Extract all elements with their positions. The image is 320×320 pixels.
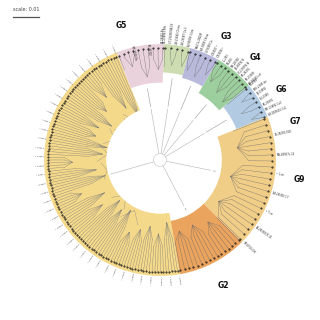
Text: G2: G2 <box>218 281 229 290</box>
Text: • F0035: • F0035 <box>150 276 152 285</box>
Text: JN-28392 B: JN-28392 B <box>234 58 246 71</box>
Text: • F0010: • F0010 <box>45 110 53 114</box>
Text: AF-29387 Ca-3: AF-29387 Ca-3 <box>181 27 189 45</box>
Text: • F0008: • F0008 <box>53 93 61 99</box>
Text: G3: G3 <box>220 32 232 41</box>
Text: • F0016: • F0016 <box>35 165 44 167</box>
Text: • F0034: • F0034 <box>141 275 143 284</box>
Text: • F0003: • F0003 <box>86 59 92 66</box>
Text: MF-23389: MF-23389 <box>244 70 256 82</box>
Text: GF-28392-918: GF-28392-918 <box>274 130 292 138</box>
Text: Z93908 •: Z93908 • <box>216 47 225 59</box>
Text: KX-23892: KX-23892 <box>262 97 275 107</box>
Text: • F0030: • F0030 <box>105 265 109 273</box>
Circle shape <box>154 154 166 166</box>
Wedge shape <box>163 44 190 76</box>
Text: • F0020: • F0020 <box>42 200 51 204</box>
Wedge shape <box>116 44 164 88</box>
Text: • F0023: • F0023 <box>55 224 63 229</box>
Text: MF-23892 Cv2: MF-23892 Cv2 <box>265 100 283 112</box>
Text: • F0006: • F0006 <box>65 78 72 84</box>
Text: ET-29298 NA-16: ET-29298 NA-16 <box>169 23 175 44</box>
Text: Z93907 •: Z93907 • <box>211 44 220 56</box>
Text: G4: G4 <box>250 53 261 62</box>
Text: AY-28392 ref: AY-28392 ref <box>248 72 262 85</box>
Text: G6: G6 <box>276 85 287 94</box>
Text: • F0014: • F0014 <box>35 147 44 149</box>
Text: AJ 93898 3-km: AJ 93898 3-km <box>188 28 196 47</box>
Text: • F0012: • F0012 <box>39 128 47 131</box>
Wedge shape <box>44 52 180 276</box>
Wedge shape <box>182 48 218 86</box>
Text: AF-28392CX-15: AF-28392CX-15 <box>255 226 273 240</box>
Text: • F0021: • F0021 <box>46 208 54 213</box>
Text: EU-2389: EU-2389 <box>260 92 271 101</box>
Wedge shape <box>204 116 276 242</box>
Wedge shape <box>199 60 249 110</box>
Text: G7: G7 <box>289 117 301 126</box>
Text: • F0037: • F0037 <box>169 276 171 285</box>
Text: LC-283: LC-283 <box>222 53 230 63</box>
Text: • F0004: • F0004 <box>78 64 85 72</box>
Text: AF-9389 China: AF-9389 China <box>200 33 211 52</box>
Text: • F0019: • F0019 <box>39 192 48 195</box>
Text: • F0033: • F0033 <box>132 273 135 282</box>
Circle shape <box>107 107 213 213</box>
Text: • F0026: • F0026 <box>74 244 80 252</box>
Text: MF-6750-GM: MF-6750-GM <box>242 241 256 254</box>
Text: AY-23892 China: AY-23892 China <box>175 24 182 44</box>
Text: • F0001: • F0001 <box>102 48 107 57</box>
Text: MN-28937c-16: MN-28937c-16 <box>277 152 295 156</box>
Text: GI-9389 Ca: GI-9389 Ca <box>206 39 215 54</box>
Text: EU-28392 A: EU-28392 A <box>237 61 251 75</box>
Text: • F0011: • F0011 <box>41 119 50 123</box>
Text: MF-238923-6tb: MF-238923-6tb <box>163 24 168 43</box>
Text: • F0025: • F0025 <box>67 238 74 244</box>
Text: • F0000: • F0000 <box>111 44 115 53</box>
Text: • F0009: • F0009 <box>49 101 57 106</box>
Text: • F0017: • F0017 <box>36 174 44 176</box>
Text: • F0002: • F0002 <box>94 53 99 61</box>
Text: AF-29302-Xa: AF-29302-Xa <box>161 27 165 43</box>
Text: • F0029: • F0029 <box>96 260 102 268</box>
Text: • 1-co: • 1-co <box>276 172 284 177</box>
Wedge shape <box>223 85 268 129</box>
Text: MH-2389 iso: MH-2389 iso <box>253 79 268 92</box>
Text: • F0022: • F0022 <box>50 216 59 221</box>
Text: MF-2930 Xa: MF-2930 Xa <box>130 46 137 61</box>
Text: GabCla-GNOM: GabCla-GNOM <box>195 31 204 49</box>
Text: KY-2389: KY-2389 <box>249 77 260 87</box>
Text: • F0031: • F0031 <box>114 268 118 277</box>
Text: MH-28392: MH-28392 <box>230 56 241 68</box>
Text: AF-28392 C-Y: AF-28392 C-Y <box>272 191 289 199</box>
Text: • F0027: • F0027 <box>81 250 87 258</box>
Text: JN-23892: JN-23892 <box>256 87 268 96</box>
Wedge shape <box>171 204 242 274</box>
Text: • F0028: • F0028 <box>88 255 94 263</box>
Text: • F0038: • F0038 <box>178 275 180 284</box>
Text: AF-DSXS01 Cv1: AF-DSXS01 Cv1 <box>268 106 287 117</box>
Text: scale: 0.01: scale: 0.01 <box>13 7 40 12</box>
Text: • F0018: • F0018 <box>37 183 46 186</box>
Text: • F0007: • F0007 <box>59 85 67 91</box>
Text: KY-283: KY-283 <box>226 56 234 65</box>
Text: KX-28392: KX-28392 <box>241 67 252 78</box>
Text: • F0015: • F0015 <box>35 156 44 157</box>
Text: • F0005: • F0005 <box>71 71 78 78</box>
Text: KX-29302: KX-29302 <box>145 43 151 56</box>
Text: • T-co: • T-co <box>265 209 273 216</box>
Text: G5: G5 <box>116 20 127 29</box>
Text: • F0036: • F0036 <box>160 276 161 285</box>
Text: G9: G9 <box>293 175 305 184</box>
Text: • F0032: • F0032 <box>123 271 126 280</box>
Text: • F0013: • F0013 <box>36 137 45 140</box>
Circle shape <box>107 107 213 213</box>
Text: • F0024: • F0024 <box>61 231 68 237</box>
